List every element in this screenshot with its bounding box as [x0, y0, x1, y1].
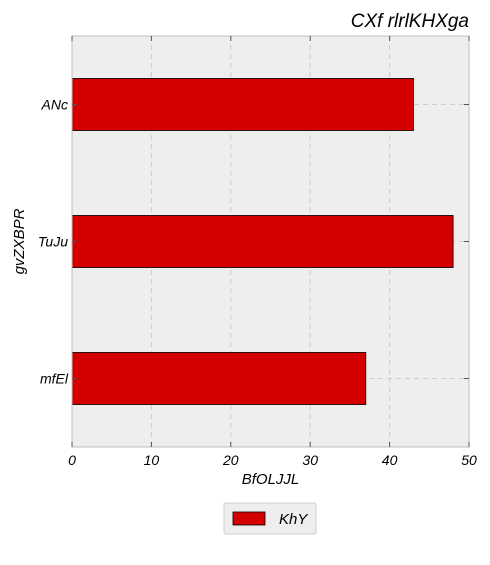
- legend-frame: [223, 502, 317, 535]
- y-tick-label: ANc: [41, 97, 68, 113]
- bars: [71, 78, 454, 405]
- legend-label: KhY: [279, 511, 308, 528]
- y-axis-ticks: ANc TuJu mfEl: [38, 97, 469, 387]
- y-axis-label: gvZXBPR: [11, 208, 28, 274]
- x-axis-ticks: 0 10 20 30 40 50: [68, 36, 477, 468]
- chart-title: CXf rlrlKHXga: [351, 11, 469, 32]
- x-axis-label: BfOLJJL: [242, 471, 300, 488]
- y-tick-label: mfEl: [40, 371, 69, 387]
- x-tick-label: 50: [461, 452, 477, 468]
- bar-anc: [71, 78, 414, 131]
- x-tick-label: 40: [382, 452, 398, 468]
- legend: KhY: [223, 502, 317, 535]
- y-tick-label: TuJu: [38, 234, 68, 250]
- x-tick-label: 30: [302, 452, 318, 468]
- x-tick-label: 10: [144, 452, 160, 468]
- x-tick-label: 0: [68, 452, 76, 468]
- bar-mfel: [71, 352, 367, 405]
- legend-swatch: [232, 511, 266, 526]
- x-tick-label: 20: [222, 452, 239, 468]
- bar-tuju: [71, 215, 454, 268]
